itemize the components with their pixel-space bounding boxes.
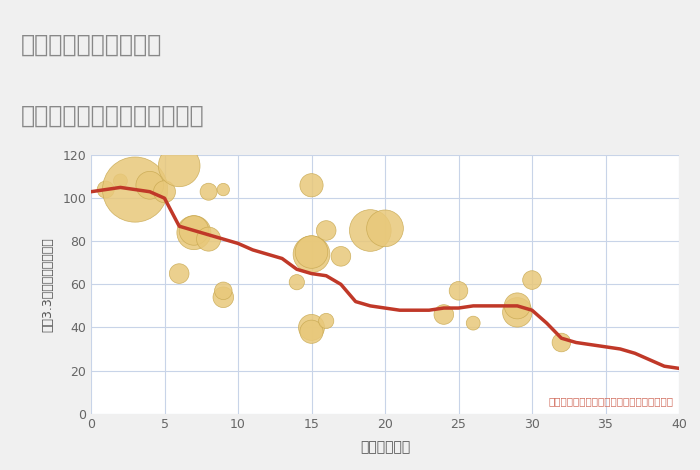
Point: [306, 324, 317, 331]
Point: [512, 309, 523, 316]
Point: [321, 227, 332, 234]
Text: 築年数別中古マンション価格: 築年数別中古マンション価格: [21, 103, 204, 127]
Point: [379, 225, 391, 232]
Point: [203, 235, 214, 243]
Point: [144, 181, 155, 189]
Point: [115, 177, 126, 185]
Point: [291, 278, 302, 286]
X-axis label: 築年数（年）: 築年数（年）: [360, 440, 410, 454]
Y-axis label: 坪（3.3㎡）単価（万円）: 坪（3.3㎡）単価（万円）: [41, 237, 54, 332]
Point: [365, 227, 376, 234]
Point: [306, 181, 317, 189]
Point: [306, 248, 317, 256]
Point: [453, 287, 464, 295]
Point: [526, 276, 538, 284]
Point: [130, 186, 141, 193]
Point: [100, 186, 111, 193]
Point: [321, 317, 332, 325]
Point: [306, 251, 317, 258]
Point: [203, 188, 214, 196]
Point: [556, 339, 567, 346]
Point: [306, 328, 317, 336]
Point: [335, 252, 346, 260]
Text: 三重県四日市市清水町: 三重県四日市市清水町: [21, 33, 162, 57]
Point: [174, 270, 185, 277]
Point: [438, 311, 449, 318]
Point: [218, 293, 229, 301]
Point: [468, 320, 479, 327]
Point: [218, 186, 229, 193]
Point: [174, 162, 185, 170]
Text: 円の大きさは、取引のあった物件面積を示す: 円の大きさは、取引のあった物件面積を示す: [548, 396, 673, 406]
Point: [159, 188, 170, 196]
Point: [188, 227, 199, 234]
Point: [188, 229, 199, 236]
Point: [218, 287, 229, 295]
Point: [512, 302, 523, 310]
